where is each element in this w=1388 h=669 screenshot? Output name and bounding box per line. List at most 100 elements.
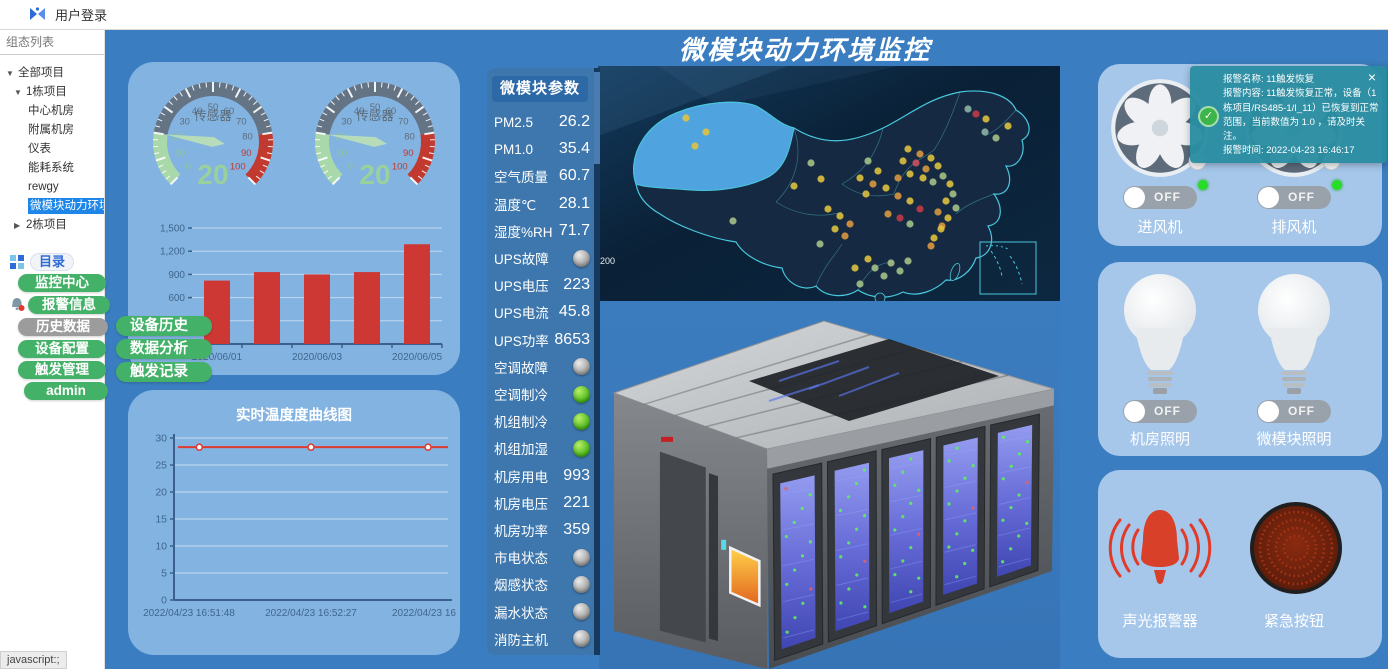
svg-text:50: 50 bbox=[208, 102, 219, 113]
tree-item-附属机房[interactable]: 附属机房 bbox=[0, 121, 104, 140]
param-row-空调故障: 空调故障 bbox=[494, 355, 590, 379]
tree-item-能耗系统[interactable]: 能耗系统 bbox=[0, 159, 104, 178]
gauge-chart-2: 0102030405060708090100传感器20 bbox=[315, 81, 435, 190]
param-value: 993 bbox=[563, 466, 590, 484]
param-value: 60.7 bbox=[558, 167, 590, 185]
param-row-UPS电流: UPS电流 45.8 bbox=[494, 300, 590, 324]
menu-trigger-manage[interactable]: 触发管理 bbox=[18, 361, 106, 379]
params-header: 微模块参数 bbox=[492, 76, 588, 102]
svg-text:60: 60 bbox=[386, 106, 397, 117]
svg-text:2022/04/23 16:52:27: 2022/04/23 16:52:27 bbox=[265, 608, 357, 619]
tree-item-2栋项目[interactable]: ▶ 2栋项目 bbox=[0, 216, 104, 235]
param-value: 221 bbox=[563, 493, 590, 511]
toggle-knob bbox=[1258, 401, 1279, 422]
room-light-bulb-icon bbox=[1124, 274, 1196, 394]
toggle-state-label: OFF bbox=[1154, 190, 1181, 204]
menu-alarm-info[interactable]: 报警信息 bbox=[28, 296, 110, 314]
map-data-dots bbox=[682, 105, 1012, 288]
menu-history-data[interactable]: 历史数据 bbox=[18, 318, 108, 336]
param-row-UPS电压: UPS电压 223 bbox=[494, 273, 590, 297]
intake-fan-group: OFF 进风机 bbox=[1098, 64, 1222, 246]
svg-text:70: 70 bbox=[236, 116, 247, 127]
svg-text:80: 80 bbox=[404, 132, 415, 143]
tree-item-rewgy[interactable]: rewgy bbox=[0, 178, 104, 197]
tree-expand-icon[interactable]: ▶ bbox=[14, 221, 21, 230]
param-row-机组制冷: 机组制冷 bbox=[494, 409, 590, 433]
exhaust-fan-label: 排风机 bbox=[1271, 219, 1317, 236]
menu-monitor-center[interactable]: 监控中心 bbox=[18, 274, 106, 292]
svg-text:1,200: 1,200 bbox=[160, 247, 185, 258]
submenu-trigger-records[interactable]: 触发记录 bbox=[116, 362, 212, 382]
intake-fan-toggle[interactable]: OFF bbox=[1123, 186, 1197, 209]
toggle-knob bbox=[1124, 401, 1145, 422]
param-row-烟感状态: 烟感状态 bbox=[494, 572, 590, 596]
browser-topbar: 用户登录 bbox=[0, 0, 1388, 30]
menu-device-config[interactable]: 设备配置 bbox=[18, 340, 106, 358]
emergency-button-icon[interactable] bbox=[1248, 500, 1344, 596]
param-label: PM1.0 bbox=[494, 141, 534, 157]
emergency-button-group: 紧急按钮 bbox=[1232, 470, 1356, 658]
tree-item-label: 能耗系统 bbox=[28, 162, 74, 174]
param-row-UPS功率: UPS功率 8653 bbox=[494, 328, 590, 352]
gauge-chart-1: 0102030405060708090100传感器20 bbox=[153, 81, 273, 190]
svg-text:900: 900 bbox=[168, 270, 185, 281]
tree-item-全部项目[interactable]: ▼ 全部项目 bbox=[0, 64, 104, 83]
catalog-button[interactable]: 目录 bbox=[30, 253, 74, 271]
tree-item-微模块动力环境[interactable]: 微模块动力环境 bbox=[0, 197, 104, 216]
popup-alarm-time: 报警时间: 2022-04-23 16:46:17 bbox=[1223, 145, 1355, 157]
user-login-link[interactable]: 用户登录 bbox=[55, 8, 108, 23]
quick-menu: 目录 监控中心 报警信息 历史数据 设备配置 触发管理 admin bbox=[0, 252, 215, 407]
popup-close-button[interactable]: × bbox=[1362, 68, 1382, 86]
svg-text:50: 50 bbox=[370, 102, 381, 113]
alarm-devices-panel: 声光报警器 紧急按钮 bbox=[1098, 470, 1382, 658]
params-scrollbar-thumb[interactable] bbox=[594, 72, 600, 164]
china-map: 200 bbox=[598, 66, 1060, 304]
param-value: 223 bbox=[563, 276, 590, 294]
exhaust-fan-toggle[interactable]: OFF bbox=[1257, 186, 1331, 209]
svg-text:0: 0 bbox=[348, 162, 353, 173]
param-row-机房功率: 机房功率 359 bbox=[494, 518, 590, 542]
tree-item-仪表[interactable]: 仪表 bbox=[0, 140, 104, 159]
emergency-button-label: 紧急按钮 bbox=[1263, 613, 1324, 630]
line-chart: 0 5 10 15 20 25 30 2022/04/23 16:51:48 2022/04/2… bbox=[143, 433, 456, 620]
room-light-toggle[interactable]: OFF bbox=[1123, 400, 1197, 423]
param-row-湿度%RH: 湿度%RH 71.7 bbox=[494, 219, 590, 243]
svg-text:600: 600 bbox=[168, 293, 185, 304]
tree-item-1栋项目[interactable]: ▼ 1栋项目 bbox=[0, 83, 104, 102]
tree-item-label: 微模块动力环境 bbox=[28, 198, 104, 214]
menu-admin[interactable]: admin bbox=[24, 382, 108, 400]
tree-item-label: 仪表 bbox=[28, 143, 51, 155]
taiwan-island bbox=[949, 263, 961, 281]
fan-status-dot bbox=[1332, 180, 1342, 190]
module-light-label: 微模块照明 bbox=[1256, 431, 1332, 448]
svg-text:20: 20 bbox=[155, 487, 167, 499]
status-indicator-green bbox=[573, 439, 590, 457]
tree-collapse-icon[interactable]: ▼ bbox=[14, 88, 22, 97]
param-row-消防主机: 消防主机 bbox=[494, 627, 590, 651]
tree-collapse-icon[interactable]: ▼ bbox=[6, 69, 14, 78]
south-china-sea-inset bbox=[979, 241, 1037, 295]
svg-text:2022/04/23 16:51:48: 2022/04/23 16:51:48 bbox=[143, 608, 235, 619]
page-title: 微模块动力环境监控 bbox=[678, 35, 931, 65]
room-light-group: OFF 机房照明 bbox=[1098, 262, 1222, 456]
svg-text:0: 0 bbox=[161, 595, 167, 607]
svg-text:2022/04/23 16:5: 2022/04/23 16:5 bbox=[392, 608, 456, 619]
tree-item-中心机房[interactable]: 中心机房 bbox=[0, 102, 104, 121]
submenu-data-analysis[interactable]: 数据分析 bbox=[116, 339, 212, 359]
params-scrollbar-track[interactable] bbox=[594, 68, 600, 655]
param-row-机房电压: 机房电压 221 bbox=[494, 491, 590, 515]
tree-item-label: 全部项目 bbox=[18, 67, 64, 79]
param-label: 空调故障 bbox=[494, 360, 548, 376]
module-light-toggle[interactable]: OFF bbox=[1257, 400, 1331, 423]
param-label: 机组加湿 bbox=[494, 442, 548, 458]
toggle-knob bbox=[1258, 187, 1279, 208]
server-module-3d bbox=[599, 301, 1060, 669]
svg-text:30: 30 bbox=[341, 116, 352, 127]
param-value: 45.8 bbox=[558, 303, 590, 321]
param-label: UPS故障 bbox=[494, 252, 549, 267]
submenu-device-history[interactable]: 设备历史 bbox=[116, 316, 212, 336]
sound-light-alarm-icon bbox=[1108, 510, 1212, 584]
param-label: UPS电压 bbox=[494, 279, 549, 295]
svg-text:100: 100 bbox=[392, 162, 408, 173]
